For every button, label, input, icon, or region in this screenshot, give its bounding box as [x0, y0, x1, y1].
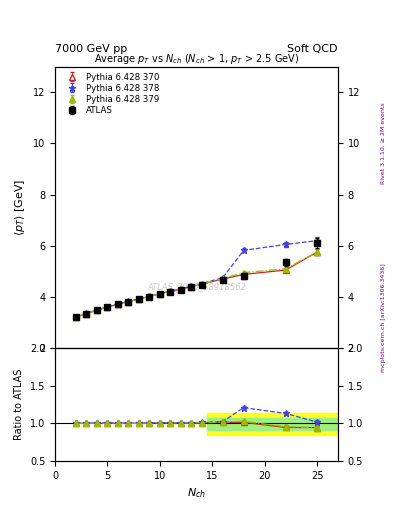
Y-axis label: Ratio to ATLAS: Ratio to ATLAS — [15, 369, 24, 440]
Text: mcplots.cern.ch [arXiv:1306.3436]: mcplots.cern.ch [arXiv:1306.3436] — [381, 263, 386, 372]
Text: 7000 GeV pp: 7000 GeV pp — [55, 44, 127, 54]
Y-axis label: $\langle p_T \rangle$ [GeV]: $\langle p_T \rangle$ [GeV] — [13, 179, 28, 236]
Text: Soft QCD: Soft QCD — [288, 44, 338, 54]
X-axis label: $N_{ch}$: $N_{ch}$ — [187, 486, 206, 500]
Bar — [207, 413, 338, 435]
Title: Average $p_T$ vs $N_{ch}$ ($N_{ch}$ > 1, $p_T$ > 2.5 GeV): Average $p_T$ vs $N_{ch}$ ($N_{ch}$ > 1,… — [94, 52, 299, 67]
Bar — [207, 418, 338, 430]
Legend: Pythia 6.428 370, Pythia 6.428 378, Pythia 6.428 379, ATLAS: Pythia 6.428 370, Pythia 6.428 378, Pyth… — [59, 71, 161, 117]
Text: ATLAS_2010_S8918562: ATLAS_2010_S8918562 — [147, 282, 246, 291]
Text: Rivet 3.1.10, ≥ 2M events: Rivet 3.1.10, ≥ 2M events — [381, 102, 386, 184]
